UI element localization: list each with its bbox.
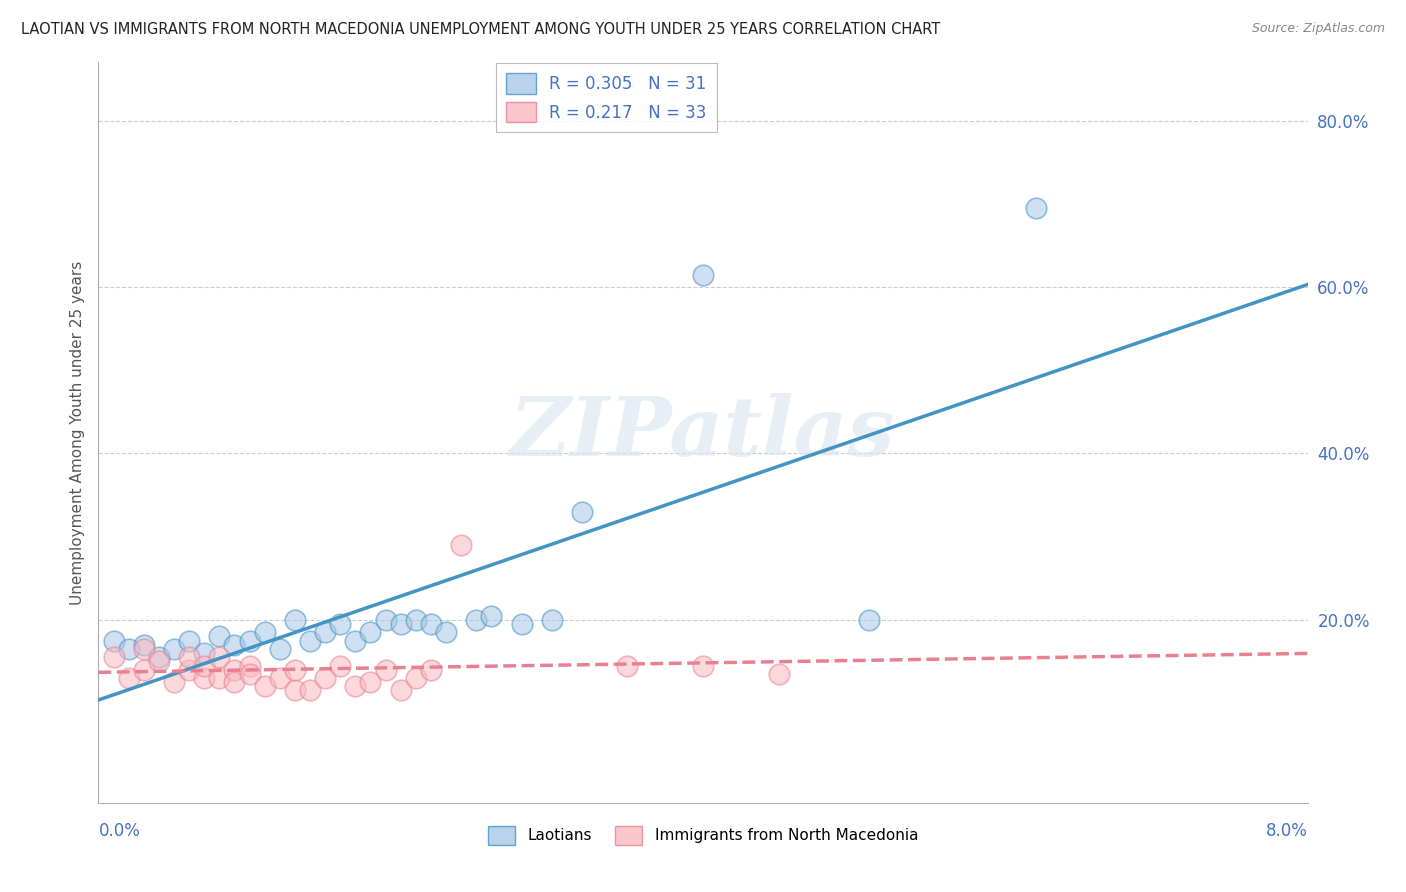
Point (389, 616, 412, 631)
Point (389, 683, 412, 698)
Point (148, 650, 170, 665)
Point (692, 268, 714, 282)
Point (314, 625, 336, 640)
Point (858, 613, 880, 627)
Point (208, 650, 231, 665)
Point (420, 616, 443, 631)
Point (374, 613, 396, 627)
Text: Source: ZipAtlas.com: Source: ZipAtlas.com (1251, 22, 1385, 36)
Point (405, 671, 427, 685)
Point (360, 675, 382, 690)
Text: 8.0%: 8.0% (1265, 822, 1308, 840)
Point (510, 616, 533, 631)
Text: LAOTIAN VS IMMIGRANTS FROM NORTH MACEDONIA UNEMPLOYMENT AMONG YOUTH UNDER 25 YEA: LAOTIAN VS IMMIGRANTS FROM NORTH MACEDON… (21, 22, 941, 37)
Point (284, 613, 307, 627)
Point (163, 675, 186, 690)
Point (374, 663, 396, 677)
Point (224, 675, 246, 690)
Point (118, 641, 141, 656)
Point (103, 633, 125, 648)
Y-axis label: Unemployment Among Youth under 25 years: Unemployment Among Youth under 25 years (69, 260, 84, 605)
Point (329, 616, 352, 631)
Point (208, 671, 231, 685)
Point (405, 613, 427, 627)
Point (1025, 201, 1047, 215)
Point (193, 658, 215, 673)
Text: 0.0%: 0.0% (98, 822, 141, 840)
Point (163, 641, 186, 656)
Point (284, 663, 307, 677)
Point (132, 641, 155, 656)
Point (329, 658, 352, 673)
Point (768, 666, 790, 681)
Point (692, 658, 714, 673)
Point (179, 633, 201, 648)
Point (481, 608, 503, 623)
Point (571, 505, 593, 519)
Point (465, 613, 488, 627)
Point (540, 613, 562, 627)
Point (208, 629, 231, 643)
Legend: Laotians, Immigrants from North Macedonia: Laotians, Immigrants from North Macedoni… (482, 820, 924, 851)
Point (344, 633, 367, 648)
Point (284, 683, 307, 698)
Point (193, 671, 215, 685)
Point (253, 679, 276, 693)
Point (314, 671, 336, 685)
Point (616, 658, 638, 673)
Point (450, 538, 472, 552)
Point (360, 625, 382, 640)
Point (179, 650, 201, 665)
Point (132, 638, 155, 652)
Point (420, 663, 443, 677)
Point (253, 625, 276, 640)
Point (239, 666, 262, 681)
Point (239, 633, 262, 648)
Point (224, 663, 246, 677)
Point (344, 679, 367, 693)
Point (118, 671, 141, 685)
Point (269, 671, 291, 685)
Point (269, 641, 291, 656)
Point (299, 683, 322, 698)
Point (434, 625, 457, 640)
Point (224, 638, 246, 652)
Point (239, 658, 262, 673)
Point (148, 654, 170, 668)
Point (132, 663, 155, 677)
Point (299, 633, 322, 648)
Point (103, 650, 125, 665)
Point (193, 646, 215, 660)
Text: ZIPatlas: ZIPatlas (510, 392, 896, 473)
Point (179, 663, 201, 677)
